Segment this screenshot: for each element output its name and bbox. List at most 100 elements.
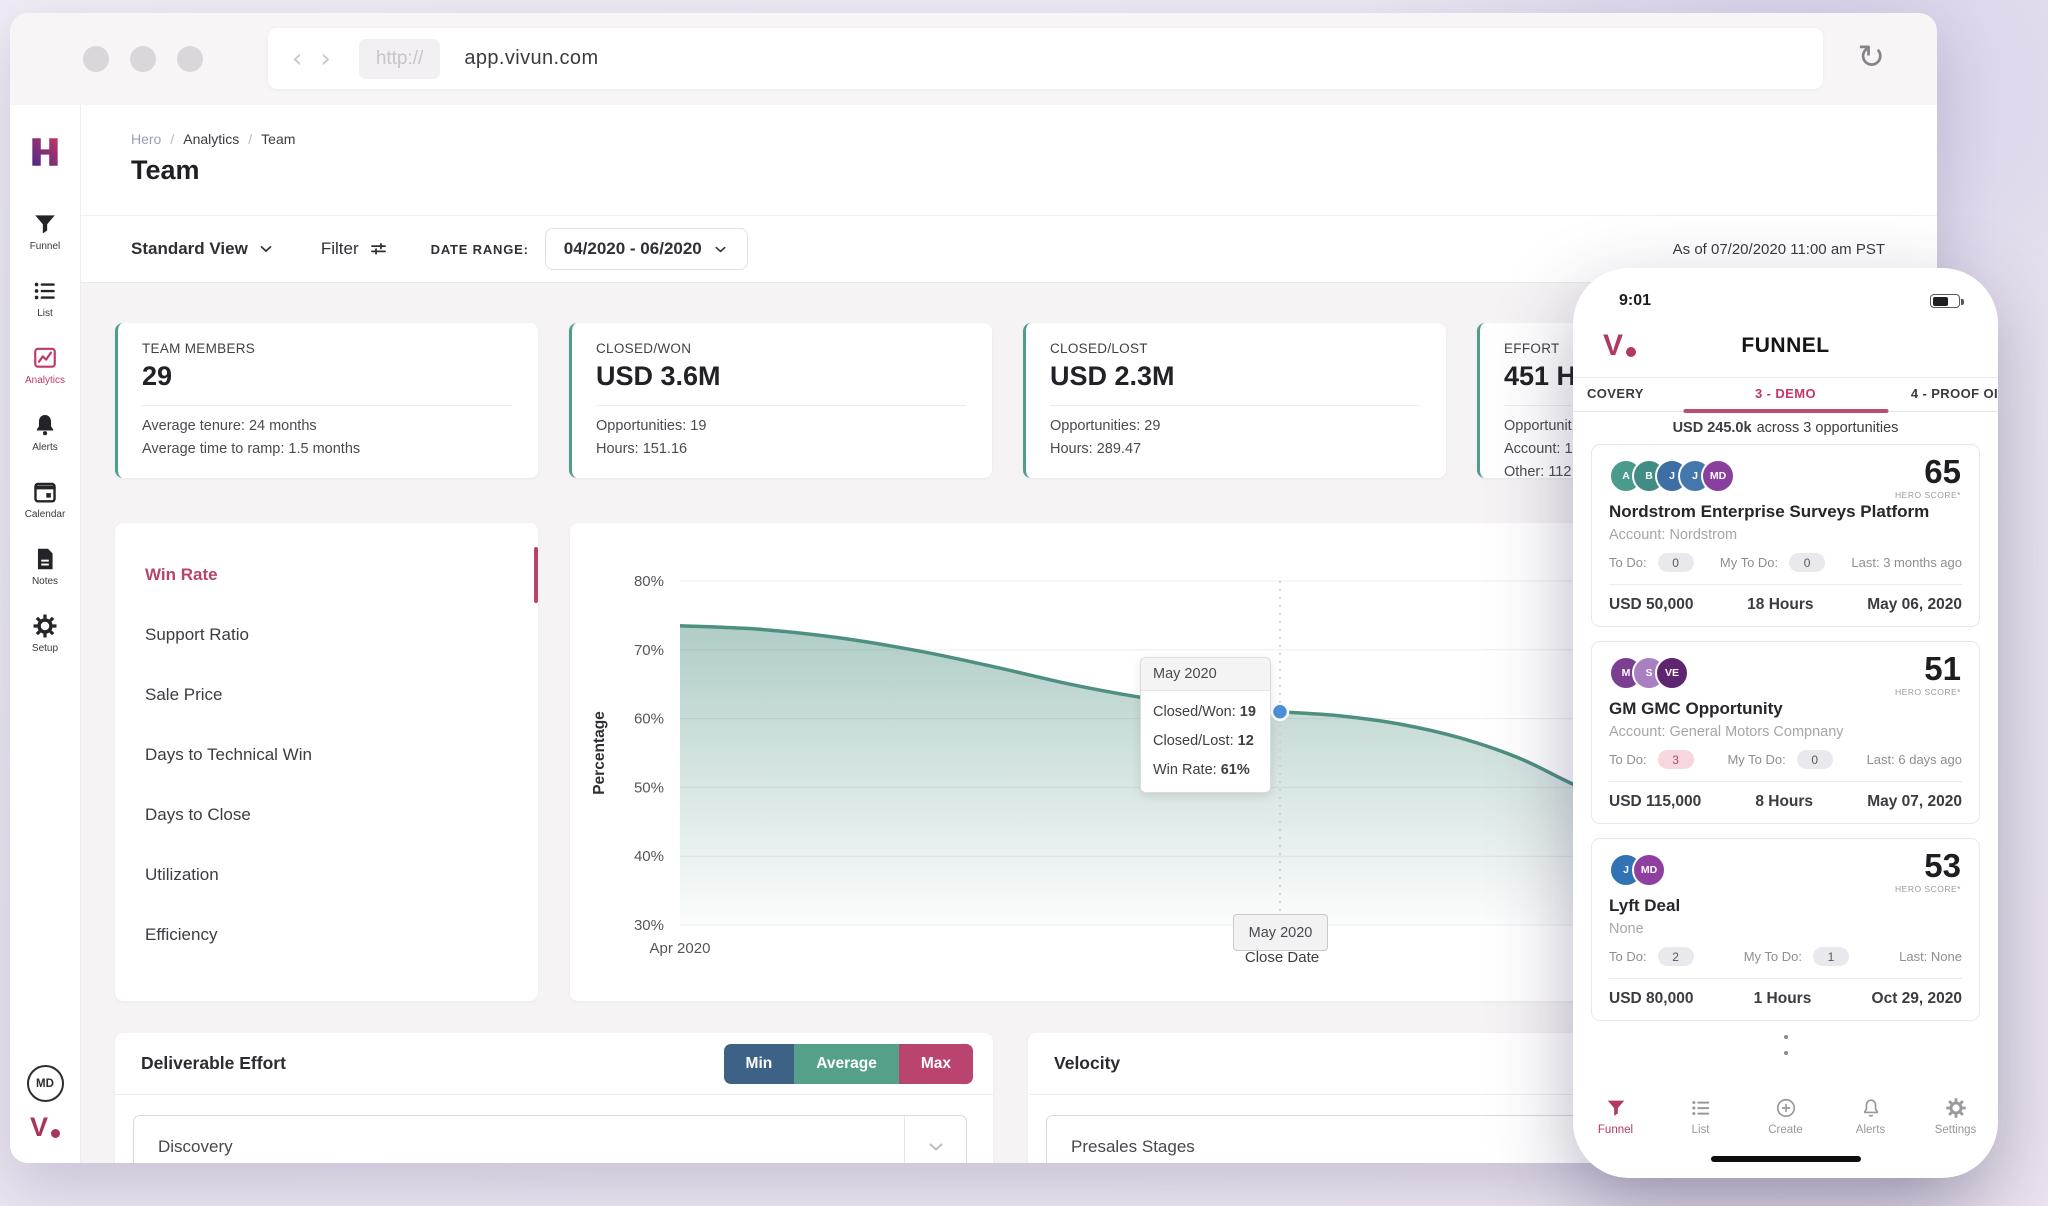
phone-nav-create[interactable]: Create (1743, 1097, 1828, 1136)
reload-icon[interactable]: ↻ (1857, 37, 1885, 76)
sidebar-item-calendar[interactable]: Calendar (24, 466, 66, 533)
history-arrows: ‹ › (292, 46, 331, 72)
gear-icon (1945, 1098, 1966, 1118)
calendar-icon (34, 482, 56, 503)
phone-header: FUNNEL V (1573, 314, 1998, 378)
phone-tab-3[interactable]: 4 - PROOF OI (1910, 386, 1998, 401)
metric-item-utilization[interactable]: Utilization (145, 865, 219, 884)
tooltip-title: May 2020 (1141, 658, 1270, 691)
phone-mockup: 9:01 FUNNEL V COVERY 3 - DEMO 4 - PROOF OI… (1573, 268, 1998, 1178)
forward-icon[interactable]: › (320, 43, 331, 74)
phone-nav-label: Funnel (1597, 1124, 1634, 1136)
kpi-divider (596, 405, 966, 406)
phone-nav-settings[interactable]: Settings (1913, 1097, 1998, 1136)
max-button[interactable]: Max (898, 1043, 973, 1084)
metric-item-support-ratio[interactable]: Support Ratio (145, 625, 249, 644)
kpi-details: Average tenure: 24 months Average time to… (142, 415, 512, 461)
kpi-detail-line: Average tenure: 24 months (142, 418, 317, 434)
breadcrumb-item[interactable]: Team (261, 131, 296, 147)
kpi-label: TEAM MEMBERS (142, 341, 256, 356)
card-divider (1609, 781, 1962, 782)
opportunity-account: None (1609, 921, 1644, 937)
todo-label: To Do: (1609, 555, 1647, 570)
traffic-light-dot[interactable] (177, 46, 203, 72)
deliverable-effort-panel: Deliverable Effort Min Average Max Discove… (115, 1033, 993, 1163)
active-metric-indicator (534, 547, 538, 603)
sidebar-item-analytics[interactable]: Analytics (25, 332, 66, 399)
tooltip-value: 19 (1239, 704, 1256, 720)
traffic-light-dot[interactable] (130, 46, 156, 72)
kpi-value: USD 3.6M (596, 361, 721, 391)
phone-tab-1[interactable]: COVERY (1587, 386, 1644, 401)
funnel-stage-tabs: COVERY 3 - DEMO 4 - PROOF OI (1573, 378, 1998, 413)
address-bar[interactable]: ‹ › http:// app.vivun.com (268, 28, 1823, 89)
opportunity-account: Account: General Motors Compnany (1609, 724, 1844, 740)
x-axis-label: Close Date (1244, 949, 1320, 966)
phone-status-bar: 9:01 (1573, 268, 1998, 314)
avatar[interactable]: MD (26, 1065, 64, 1103)
phone-tab-2[interactable]: 3 - DEMO (1755, 386, 1816, 401)
hero-logo[interactable] (10, 105, 80, 198)
discovery-dropdown[interactable]: Discovery (133, 1115, 967, 1163)
kpi-value: USD 2.3M (1050, 361, 1175, 391)
vivun-logo-v: V (1603, 328, 1624, 362)
phone-nav-alerts[interactable]: Alerts (1828, 1097, 1913, 1136)
hero-score-value: 65 (1924, 453, 1961, 490)
opportunity-account: Account: Nordstrom (1609, 527, 1738, 543)
sidebar-item-funnel[interactable]: Funnel (25, 198, 66, 265)
opportunity-card[interactable]: A B J J MD 65 HERO SCORE* Nordstrom Enterprise … (1591, 444, 1980, 627)
todo-label: To Do: (1609, 752, 1647, 767)
opportunity-card[interactable]: J MD 53 HERO SCORE* Lyft Deal None To Do: 2 My T… (1591, 838, 1980, 1021)
opportunity-title: GM GMC Opportunity (1609, 699, 1783, 718)
sidebar-item-alerts[interactable]: Alerts (25, 399, 66, 466)
hero-score-value: 53 (1924, 847, 1961, 884)
card-footer: USD 80,000 1 Hours Oct 29, 2020 (1609, 990, 1962, 1008)
filter-button[interactable]: Filter (321, 239, 389, 260)
metric-item-efficiency[interactable]: Efficiency (145, 925, 218, 944)
battery-icon (1930, 294, 1964, 308)
kpi-detail-line: Opportunities: 29 (1050, 418, 1161, 434)
home-indicator (1710, 1156, 1861, 1162)
sidebar-item-list[interactable]: List (25, 265, 66, 332)
svg-text:30%: 30% (634, 917, 664, 934)
date-range-picker[interactable]: 04/2020 - 06/2020 (544, 228, 748, 270)
url-text: app.vivun.com (464, 47, 599, 69)
average-button[interactable]: Average (794, 1043, 899, 1084)
avatar: VE (1655, 656, 1689, 690)
phone-bottom-nav: Funnel List Create Alerts Settings (1573, 1097, 1998, 1136)
breadcrumb-item[interactable]: Analytics (183, 131, 240, 147)
todo-row: To Do: 3 My To Do: 0 Last: 6 days ago (1609, 750, 1962, 769)
todo-count-badge: 0 (1657, 553, 1694, 572)
metric-item-days-to-technical-win[interactable]: Days to Technical Win (145, 745, 312, 764)
kpi-card: TEAM MEMBERS 29 Average tenure: 24 months A… (115, 323, 538, 478)
hero-score-value: 51 (1924, 650, 1961, 687)
filter-sliders-icon (370, 242, 386, 255)
sidebar-item-notes[interactable]: Notes (25, 533, 66, 600)
hero-logo-icon (32, 137, 58, 166)
metric-item-win-rate[interactable]: Win Rate (145, 565, 218, 584)
phone-nav-funnel[interactable]: Funnel (1573, 1097, 1658, 1136)
opportunity-amount: USD 50,000 (1609, 596, 1694, 613)
kpi-detail-line: Account: 1 (1504, 441, 1573, 457)
kpi-details: Opportunities: 19 Hours: 151.16 (596, 415, 966, 461)
back-icon[interactable]: ‹ (292, 43, 303, 74)
sidebar-item-setup[interactable]: Setup (25, 600, 66, 667)
avatar: MD (1701, 459, 1735, 493)
phone-nav-list[interactable]: List (1658, 1097, 1743, 1136)
metric-item-days-to-close[interactable]: Days to Close (145, 805, 251, 824)
breadcrumb-item[interactable]: Hero (131, 131, 162, 147)
sidebar-item-label: Calendar (24, 509, 66, 520)
vivun-logo-v: V (29, 1112, 48, 1143)
sidebar: Funnel List Analytics Alerts Calendar Notes Se… (10, 105, 81, 1163)
opportunity-hours: 1 Hours (1753, 990, 1812, 1007)
kpi-detail-line: Opportunit (1504, 418, 1572, 434)
sidebar-item-label: Setup (31, 643, 59, 654)
tooltip-label: Closed/Won: (1153, 704, 1240, 720)
metric-item-sale-price[interactable]: Sale Price (145, 685, 223, 704)
avatar-group: M S VE (1609, 656, 1962, 690)
min-button[interactable]: Min (723, 1043, 795, 1084)
view-selector[interactable]: Standard View (131, 239, 275, 259)
opportunity-date: May 06, 2020 (1867, 596, 1962, 613)
opportunity-card[interactable]: M S VE 51 HERO SCORE* GM GMC Opportunity Accou… (1591, 641, 1980, 824)
traffic-light-dot[interactable] (83, 46, 109, 72)
